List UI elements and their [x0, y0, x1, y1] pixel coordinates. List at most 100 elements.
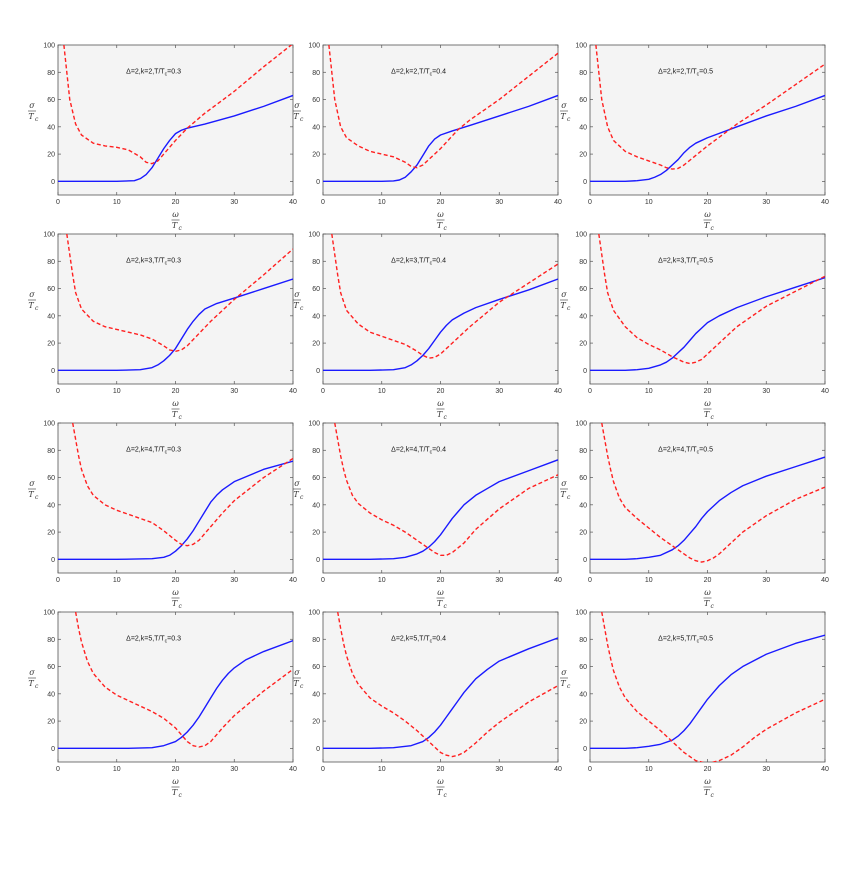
svg-text:T: T: [28, 490, 34, 499]
x-tick-label: 40: [554, 388, 562, 395]
x-axis-label: ωT c: [171, 399, 183, 421]
x-tick-label: 40: [289, 199, 297, 206]
svg-text:ω: ω: [172, 210, 179, 219]
svg-text:σ: σ: [561, 479, 567, 488]
y-axis-label: σT c: [293, 479, 304, 501]
x-tick-label: 20: [437, 388, 445, 395]
svg-text:ω: ω: [172, 399, 179, 408]
y-tick-label: 60: [579, 664, 587, 671]
panel-annotation: Δ=2,k=4,T/Tc=0.4: [391, 447, 446, 456]
series-solid-line: [58, 94, 293, 183]
x-tick-label: 10: [645, 577, 653, 584]
svg-text:c: c: [711, 603, 715, 610]
svg-text:c: c: [567, 116, 571, 123]
y-tick-label: 100: [575, 421, 587, 428]
plot-area: [322, 611, 559, 763]
panel-annotation: Δ=2,k=3,T/Tc=0.5: [658, 258, 713, 267]
svg-text:σ: σ: [561, 668, 567, 677]
y-tick-label: 60: [312, 664, 320, 671]
svg-text:ω: ω: [172, 588, 179, 597]
panel-annotation: Δ=2,k=4,T/Tc=0.3: [126, 447, 181, 456]
series-dashed-line: [66, 234, 293, 352]
svg-text:T: T: [172, 788, 178, 797]
plot-frame: [57, 233, 294, 385]
x-axis-label: ωT c: [436, 210, 448, 232]
svg-text:T: T: [437, 599, 443, 608]
x-tick-label: 0: [56, 388, 60, 395]
svg-text:ω: ω: [437, 588, 444, 597]
y-tick-label: 20: [579, 719, 587, 726]
x-tick-label: 10: [378, 766, 386, 773]
x-tick-label: 0: [56, 199, 60, 206]
svg-text:c: c: [711, 414, 715, 421]
svg-text:T: T: [704, 410, 710, 419]
svg-text:c: c: [300, 683, 304, 690]
y-tick-label: 80: [47, 259, 55, 266]
y-tick-label: 20: [47, 152, 55, 159]
series-dashed-line: [595, 45, 825, 170]
series-solid-line: [58, 639, 293, 750]
svg-text:c: c: [711, 792, 715, 799]
x-axis-label: ωT c: [703, 210, 715, 232]
y-axis-label: σT c: [28, 479, 39, 501]
y-tick-label: 60: [579, 286, 587, 293]
y-tick-label: 20: [579, 341, 587, 348]
svg-text:σ: σ: [294, 479, 300, 488]
x-tick-label: 0: [588, 199, 592, 206]
x-tick-label: 20: [704, 199, 712, 206]
series-dashed-line: [337, 612, 558, 758]
x-tick-label: 40: [289, 388, 297, 395]
y-tick-label: 100: [43, 232, 55, 239]
y-tick-label: 40: [47, 502, 55, 509]
plot-area: [589, 611, 826, 763]
y-tick-label: 60: [312, 97, 320, 104]
y-tick-label: 0: [51, 557, 55, 564]
y-tick-label: 40: [47, 124, 55, 131]
panel-annotation: Δ=2,k=4,T/Tc=0.5: [658, 447, 713, 456]
svg-text:T: T: [172, 410, 178, 419]
x-tick-label: 30: [230, 388, 238, 395]
y-tick-label: 100: [575, 610, 587, 617]
x-tick-label: 40: [289, 577, 297, 584]
svg-text:T: T: [437, 410, 443, 419]
x-axis-label: ωT c: [703, 777, 715, 799]
svg-text:T: T: [293, 112, 299, 121]
x-tick-label: 40: [554, 199, 562, 206]
svg-text:σ: σ: [294, 101, 300, 110]
y-axis-label: σT c: [28, 101, 39, 123]
x-tick-label: 10: [645, 766, 653, 773]
svg-text:ω: ω: [704, 777, 711, 786]
y-axis-label: σT c: [560, 668, 571, 690]
x-tick-label: 20: [172, 766, 180, 773]
y-tick-label: 0: [51, 368, 55, 375]
y-tick-label: 20: [47, 341, 55, 348]
y-tick-label: 100: [43, 43, 55, 50]
x-tick-label: 20: [172, 199, 180, 206]
svg-text:ω: ω: [437, 777, 444, 786]
series-solid-line: [323, 94, 558, 183]
svg-text:T: T: [704, 599, 710, 608]
y-tick-label: 0: [51, 746, 55, 753]
y-tick-label: 60: [312, 475, 320, 482]
svg-text:σ: σ: [29, 290, 35, 299]
series-dashed-line: [334, 423, 558, 556]
y-tick-label: 80: [47, 70, 55, 77]
svg-text:σ: σ: [561, 290, 567, 299]
x-tick-label: 30: [762, 388, 770, 395]
x-tick-label: 10: [113, 577, 121, 584]
y-tick-label: 0: [583, 179, 587, 186]
x-tick-label: 30: [230, 766, 238, 773]
svg-text:T: T: [293, 679, 299, 688]
x-tick-label: 30: [495, 577, 503, 584]
x-tick-label: 0: [321, 388, 325, 395]
svg-text:T: T: [560, 301, 566, 310]
x-tick-label: 30: [495, 199, 503, 206]
y-tick-label: 100: [308, 43, 320, 50]
svg-text:c: c: [567, 683, 571, 690]
x-tick-label: 20: [437, 199, 445, 206]
y-tick-label: 100: [308, 232, 320, 239]
y-tick-label: 100: [43, 610, 55, 617]
